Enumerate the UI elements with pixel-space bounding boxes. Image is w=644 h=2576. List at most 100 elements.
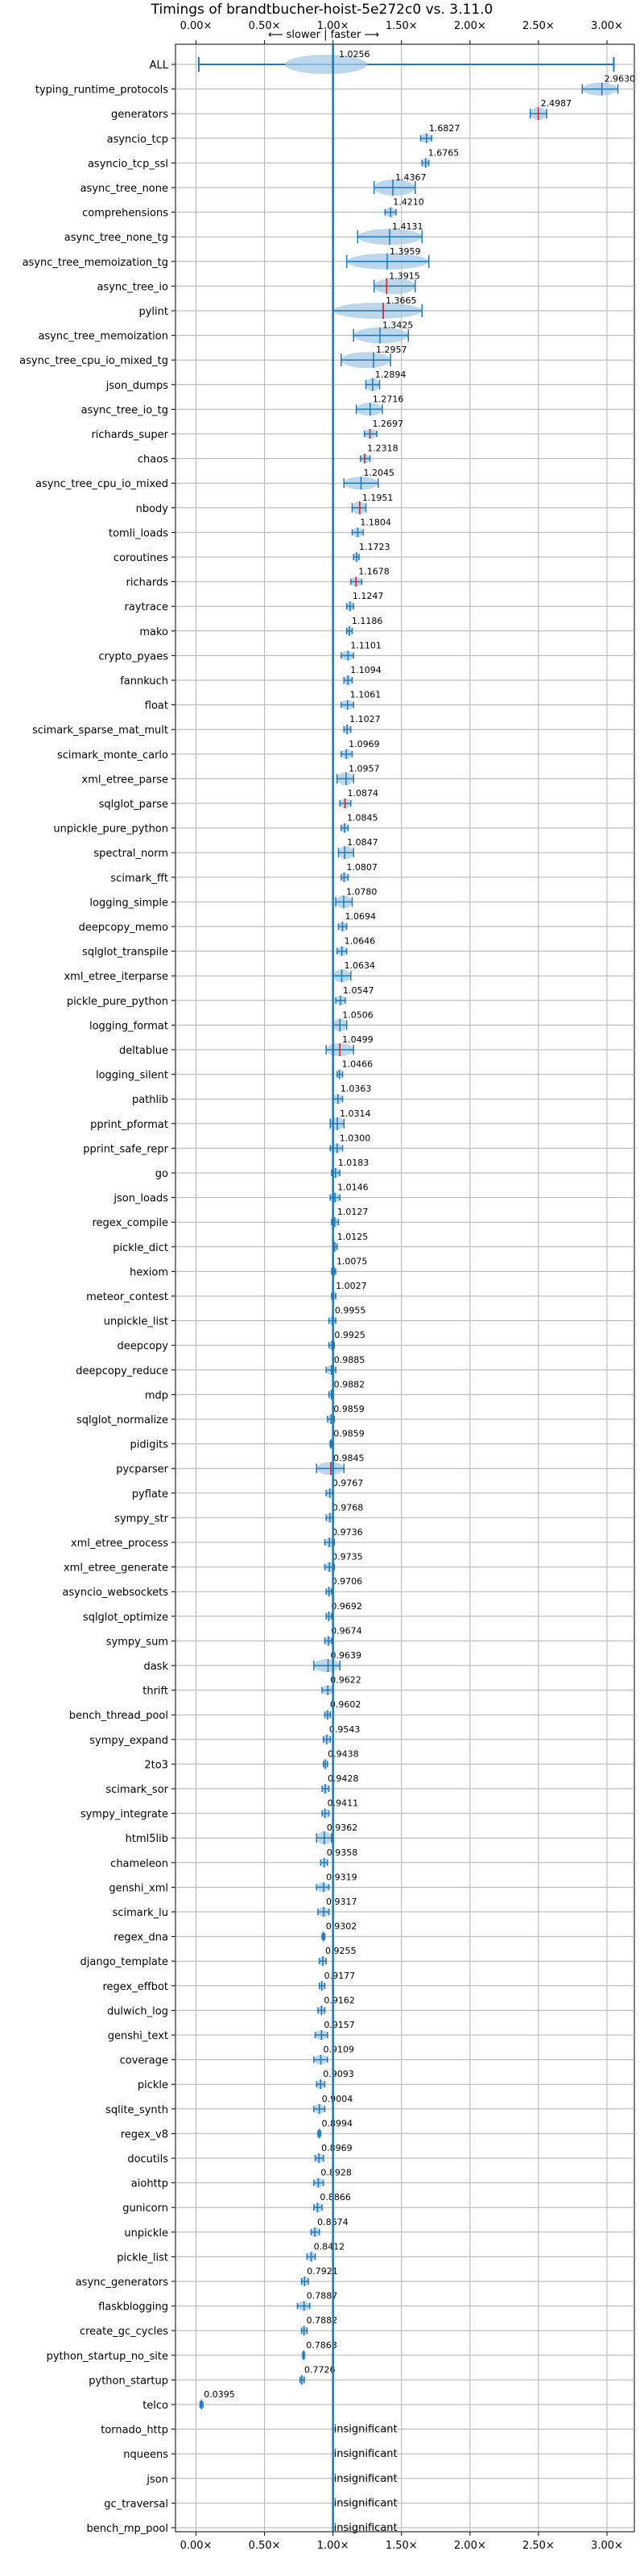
value-label: 0.7882 [307,2315,338,2326]
benchmark-label: go [155,1168,168,1180]
benchmark-label: bench_thread_pool [69,1710,168,1722]
benchmark-label: sqlite_synth [105,2104,168,2116]
value-label: 1.0300 [340,1133,371,1143]
benchmark-label: async_tree_io [97,281,168,293]
benchmark-label: json_dumps [105,380,168,392]
bottom-tick-label: 1.00× [317,2540,349,2552]
value-label: 1.2957 [376,345,407,355]
benchmark-label: sympy_integrate [80,1809,168,1821]
benchmark-label: pickle_pure_python [67,996,168,1008]
bottom-tick-label: 0.50× [249,2540,281,2552]
value-label: 0.9004 [322,2094,353,2104]
benchmark-label: pickle_dict [113,1242,168,1254]
value-label: 0.9639 [331,1650,362,1661]
benchmark-label: ALL [150,60,169,72]
value-label: 1.0969 [349,739,380,749]
benchmark-label: regex_dna [114,1932,168,1944]
value-label: 0.9882 [334,1379,365,1389]
value-label: 0.9093 [323,2069,354,2079]
benchmark-label: sqlglot_optimize [83,1612,168,1624]
value-label: 1.0547 [343,985,374,996]
insignificant-label: insignificant [334,2473,398,2485]
value-label: 1.0694 [345,911,376,922]
value-label: 1.0957 [349,763,380,774]
value-label: 1.1678 [358,567,390,577]
benchmark-label: thrift [142,1686,168,1698]
benchmark-label: 2to3 [144,1759,168,1771]
benchmark-label: json_loads [113,1193,168,1205]
value-label: 0.9768 [332,1502,364,1513]
direction-label: ⟵ slower | faster ⟶ [268,29,379,41]
chart-title: Timings of brandtbucher-hoist-5e272c0 vs… [151,2,493,18]
value-label: 1.1061 [350,690,382,700]
value-label: 0.9319 [326,1872,357,1882]
insignificant-label: insignificant [334,2497,398,2509]
value-label: 1.0363 [341,1084,372,1094]
value-label: 1.2318 [367,444,398,454]
top-tick-label: 3.00× [591,20,623,32]
value-label: 0.9411 [328,1798,359,1809]
benchmark-label: async_generators [76,2277,169,2289]
benchmark-label: coverage [120,2055,168,2067]
value-label: 1.3915 [389,270,419,281]
value-label: 1.3665 [386,295,417,306]
benchmark-label: django_template [80,1956,168,1968]
benchmark-label: asyncio_tcp [107,134,168,146]
value-label: 0.9362 [327,1823,358,1833]
benchmark-label: deepcopy [117,1340,168,1352]
benchmark-label: pylint [138,306,168,318]
benchmark-label: genshi_text [108,2030,168,2042]
top-axis-ticks: 0.00× 0.50× 1.00× 1.50× 2.00× 2.50× 3.00× [180,20,623,44]
benchmark-label: scimark_monte_carlo [57,749,168,762]
value-label: 0.9162 [324,1995,355,2005]
benchmark-label: raytrace [124,601,168,613]
benchmark-label: unpickle [124,2227,168,2240]
benchmark-label: async_tree_io_tg [81,404,168,416]
value-label: 1.0845 [347,813,378,824]
value-label: 1.0146 [337,1183,369,1193]
value-label: 1.2045 [363,468,394,478]
top-tick-label: 0.50× [249,20,281,32]
benchmark-label: pidigits [130,1439,169,1451]
plot-area [175,43,635,2533]
benchmark-label: chaos [138,454,168,466]
value-label: 1.2894 [375,369,407,380]
benchmark-label: dulwich_log [107,2005,168,2017]
top-tick-label: 2.50× [522,20,555,32]
value-label: 0.8994 [322,2118,353,2128]
benchmark-label: sympy_sum [106,1636,168,1648]
value-label: 0.0395 [204,2389,235,2400]
value-label: 1.0125 [337,1232,369,1242]
benchmark-label: scimark_lu [113,1907,168,1919]
benchmark-label: spectral_norm [93,848,168,860]
benchmark-label: sqlglot_parse [99,799,168,811]
value-label: 0.9543 [329,1724,361,1735]
top-tick-label: 0.00× [180,20,213,32]
value-label: 1.3959 [390,246,420,257]
value-label: 0.7921 [307,2266,338,2277]
benchmark-label: scimark_sparse_mat_mult [32,724,168,737]
value-label: 1.6765 [428,147,460,158]
benchmark-label: html5lib [126,1833,168,1845]
benchmark-label: comprehensions [82,208,168,220]
benchmark-label: sqlglot_transpile [82,947,168,959]
top-tick-label: 2.00× [454,20,486,32]
value-label: 1.4367 [395,172,427,183]
benchmark-label: deltablue [119,1045,168,1057]
benchmark-label: async_tree_memoization [38,331,168,343]
benchmark-label: pickle_list [117,2252,168,2264]
bottom-tick-label: 3.00× [591,2540,623,2552]
value-label: 0.9955 [335,1306,366,1316]
value-label: 0.9317 [326,1897,357,1907]
benchmark-label: asyncio_tcp_ssl [88,158,168,170]
benchmark-label: aiohttp [131,2178,168,2190]
value-label: 1.1723 [359,542,390,552]
value-label: 0.9859 [333,1404,365,1414]
value-label: 1.0499 [342,1034,374,1045]
benchmark-label: asyncio_websockets [62,1587,168,1599]
value-label: 0.9358 [327,1847,358,1858]
benchmark-label: tornado_http [101,2425,168,2437]
benchmark-label: telco [142,2400,168,2412]
value-label: 0.7887 [307,2291,338,2301]
benchmark-label: scimark_sor [105,1784,168,1796]
